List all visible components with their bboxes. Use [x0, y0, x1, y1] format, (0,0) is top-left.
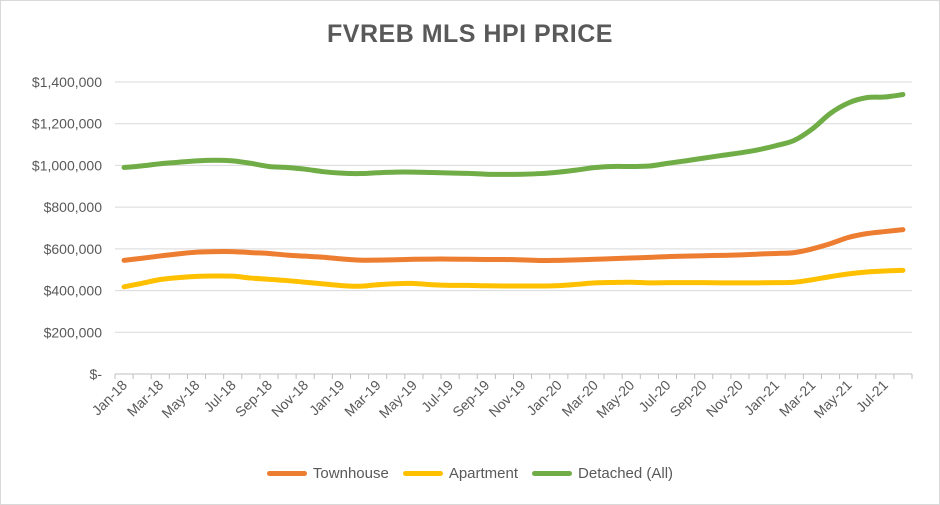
y-tick-label: $1,000,000: [32, 157, 102, 173]
legend-label-detached: Detached (All): [578, 465, 674, 482]
x-tick-label: Sep-20: [667, 377, 710, 420]
y-tick-label: $1,200,000: [32, 116, 102, 132]
x-tick-label: Jan-18: [89, 377, 131, 419]
x-tick-label: May-21: [810, 377, 854, 421]
legend-item-apartment: Apartment: [402, 465, 519, 482]
legend-swatch-detached: [532, 471, 573, 476]
series-line-apartment: [121, 267, 906, 290]
x-tick-label: Jan-21: [741, 377, 783, 419]
x-tick-label: Nov-18: [268, 377, 311, 420]
x-tick-label: Jan-20: [523, 377, 565, 419]
x-tick-label: Nov-19: [485, 377, 528, 420]
x-tick-label: Nov-20: [703, 377, 746, 420]
y-tick-label: $600,000: [44, 241, 103, 257]
x-tick-label: Mar-21: [776, 377, 819, 420]
x-tick-label: Mar-20: [558, 377, 601, 420]
x-tick-label: Jul-21: [853, 377, 891, 415]
series-line-detached: [121, 92, 906, 177]
legend-item-detached: Detached (All): [532, 465, 673, 482]
legend-swatch-townhouse: [266, 471, 307, 476]
y-tick-label: $200,000: [44, 324, 103, 340]
x-tick-label: Jan-19: [306, 377, 348, 419]
x-tick-label: Sep-18: [232, 377, 275, 420]
chart-legend: Townhouse Apartment Detached (All): [0, 465, 940, 482]
series-line-townhouse: [121, 227, 906, 264]
x-tick-label: May-20: [593, 377, 637, 421]
chart-title: FVREB MLS HPI PRICE: [327, 20, 613, 48]
legend-label-apartment: Apartment: [448, 465, 519, 482]
x-tick-label: Mar-19: [341, 377, 384, 420]
x-tick-label: May-19: [376, 377, 420, 421]
x-tick-label: Mar-18: [124, 377, 167, 420]
y-tick-label: $800,000: [44, 199, 103, 215]
legend-item-townhouse: Townhouse: [266, 465, 389, 482]
y-tick-label: $400,000: [44, 283, 103, 299]
x-tick-label: Sep-19: [449, 377, 492, 420]
y-tick-label: $-: [90, 366, 103, 382]
legend-label-townhouse: Townhouse: [312, 465, 389, 482]
legend-swatch-apartment: [402, 471, 443, 476]
x-tick-label: May-18: [158, 377, 202, 421]
y-tick-label: $1,400,000: [32, 74, 102, 90]
